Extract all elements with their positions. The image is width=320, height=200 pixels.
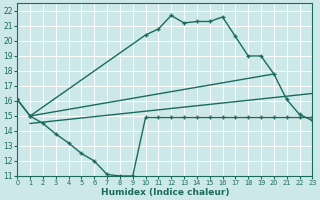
X-axis label: Humidex (Indice chaleur): Humidex (Indice chaleur)	[100, 188, 229, 197]
